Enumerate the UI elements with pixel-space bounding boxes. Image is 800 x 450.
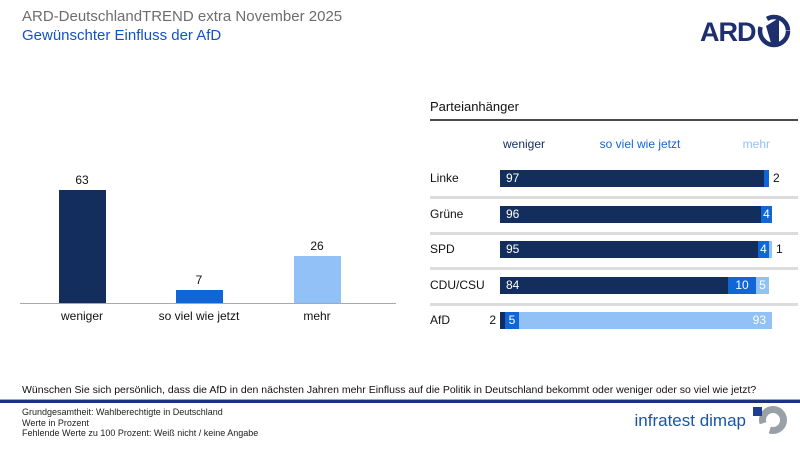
bar-segment [500, 241, 758, 258]
infratest-dimap-wordmark: infratest dimap [634, 411, 747, 430]
column-header-weniger: weniger [503, 137, 546, 151]
segment-value-label: 93 [752, 313, 766, 327]
footer-divider [0, 399, 800, 403]
bar-value-label: 26 [310, 239, 324, 253]
segment-value-label: 2 [489, 313, 496, 327]
page-subtitle: Gewünschter Einfluss der AfD [22, 27, 222, 44]
segment-value-label: 96 [506, 207, 520, 221]
bar-category-label: so viel wie jetzt [158, 309, 240, 323]
segment-value-label: 5 [759, 278, 766, 292]
segment-value-label: 10 [735, 278, 749, 292]
bar-segment [500, 206, 761, 223]
bar-segment [500, 277, 728, 294]
footnote-3: Fehlende Werte zu 100 Prozent: Weiß nich… [22, 428, 259, 438]
page-title: ARD-DeutschlandTREND extra November 2025 [22, 8, 343, 25]
segment-value-label: 2 [773, 171, 780, 185]
bar-category-label: mehr [303, 309, 331, 323]
bar-segment [728, 277, 756, 294]
bar-value-label: 63 [75, 173, 89, 187]
party-label-linke: Linke [430, 171, 459, 185]
bar-segment [505, 312, 519, 329]
segment-value-label: 95 [506, 242, 520, 256]
bar-weniger [58, 190, 106, 303]
bar-segment [519, 312, 772, 329]
bar-segment [769, 241, 772, 258]
bar-segment [764, 170, 769, 187]
table-title-underline [430, 119, 798, 121]
bar-mehr [293, 256, 341, 303]
bar-segment [500, 170, 764, 187]
column-header-mehr: mehr [742, 137, 770, 151]
party-label-spd: SPD [430, 242, 455, 256]
footnote-2: Werte in Prozent [22, 417, 89, 428]
table-title: Parteianhänger [430, 99, 519, 114]
footnote-1: Grundgesamtheit: Wahlberechtigte in Deut… [22, 407, 223, 417]
segment-value-label: 4 [760, 242, 767, 256]
row-separator [430, 267, 798, 270]
segment-value-label: 5 [508, 313, 516, 327]
svg-text:ARD: ARD [700, 17, 756, 47]
chart-baseline [20, 303, 396, 304]
bar-segment [756, 277, 769, 294]
ard-logo: ARD [700, 11, 792, 56]
party-label-afd: AfD [430, 313, 451, 327]
row-separator [430, 196, 798, 199]
row-separator [430, 232, 798, 235]
party-label-cducsu: CDU/CSU [430, 278, 485, 292]
infratest-dimap-logo [752, 405, 788, 440]
segment-value-label: 4 [763, 207, 770, 221]
segment-value-label: 1 [776, 242, 783, 256]
segment-value-label: 84 [506, 278, 520, 292]
bar-segment [758, 241, 769, 258]
row-separator [430, 303, 798, 306]
bar-value-label: 7 [195, 273, 203, 287]
infratest-logo-icon [753, 406, 787, 434]
column-header-so-viel-wie-jetzt: so viel wie jetzt [599, 137, 681, 151]
bar-segment [761, 206, 772, 223]
party-label-grne: Grüne [430, 207, 464, 221]
segment-value-label: 97 [506, 171, 520, 185]
question-text: Wünschen Sie sich persönlich, dass die A… [22, 384, 757, 396]
bar-category-label: weniger [60, 309, 104, 323]
bar-segment [500, 312, 505, 329]
bar-so viel wie jetzt [175, 290, 223, 303]
ard-logo-icon: ARD [700, 14, 791, 48]
